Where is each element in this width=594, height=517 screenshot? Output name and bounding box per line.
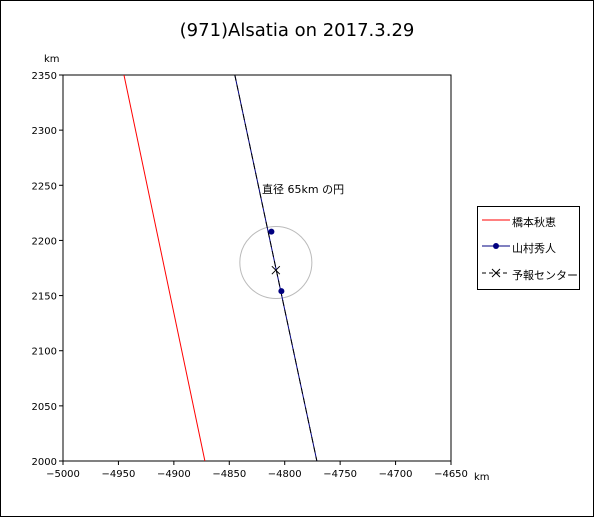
legend-swatch-red-line: [482, 219, 510, 221]
circle-annotation: 直径 65km の円: [262, 182, 344, 196]
legend-item-series-2: 山村秀人: [478, 237, 579, 257]
series-3-x-marker-b: [271, 265, 281, 275]
y-unit-label: km: [44, 54, 60, 65]
legend-label-series-2: 山村秀人: [512, 242, 556, 255]
x-tick-label: −4750: [323, 469, 357, 480]
legend-label-series-3: 予報センター: [512, 269, 578, 282]
x-tick-label: −4700: [379, 469, 413, 480]
y-tick-label: 2050: [32, 402, 57, 413]
chart-title: (971)Alsatia on 2017.3.29: [179, 20, 415, 41]
legend: 橋本秋恵 山村秀人 予報センター: [477, 206, 580, 290]
y-tick-label: 2300: [32, 126, 57, 137]
x-tick-label: −4900: [157, 469, 191, 480]
legend-label-series-1: 橋本秋恵: [512, 216, 556, 229]
diameter-circle: [239, 225, 313, 300]
y-tick-label: 2150: [32, 292, 57, 303]
y-tick-label: 2200: [32, 236, 57, 247]
series-2-point: [278, 288, 285, 295]
series-line-3: [234, 75, 318, 461]
plot-area: [62, 74, 452, 462]
y-tick-label: 2000: [32, 457, 57, 468]
x-tick-label: −4800: [268, 469, 302, 480]
x-unit-label: km: [474, 472, 490, 483]
legend-item-series-3: 予報センター: [478, 264, 579, 284]
legend-item-series-1: 橋本秋恵: [478, 211, 579, 231]
y-tick-label: 2250: [32, 181, 57, 192]
x-tick-label: −5000: [46, 469, 80, 480]
series-2-point: [268, 228, 275, 235]
x-tick-label: −4850: [212, 469, 246, 480]
series-line-1: [123, 75, 206, 461]
legend-swatch-navy-line-circle: [482, 243, 510, 249]
y-tick-label: 2100: [32, 347, 57, 358]
x-tick-label: −4950: [102, 469, 136, 480]
x-tick-label: −4650: [434, 469, 468, 480]
legend-swatch-dashed-x: [482, 268, 510, 278]
y-tick-label: 2350: [32, 71, 57, 82]
